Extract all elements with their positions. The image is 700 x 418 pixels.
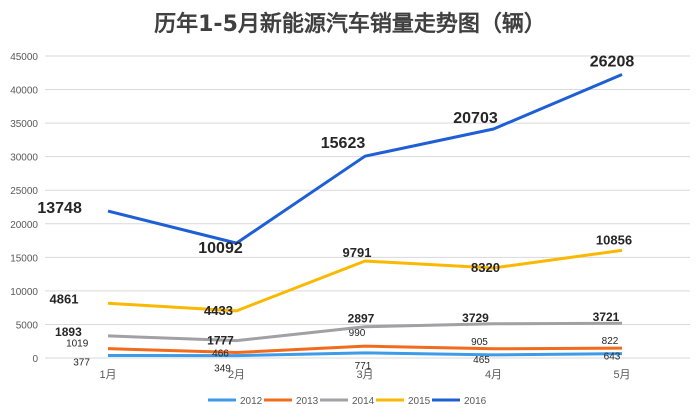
data-label: 905 [471, 337, 488, 348]
y-tick-label: 15000 [10, 253, 38, 264]
data-label: 20703 [453, 110, 498, 127]
y-tick-label: 40000 [10, 86, 38, 97]
data-label: 13748 [37, 200, 82, 217]
x-tick-label: 2月 [228, 369, 245, 381]
y-tick-label: 35000 [10, 119, 38, 130]
data-label: 771 [355, 361, 372, 372]
y-tick-label: 10000 [10, 287, 38, 298]
chart-title: 历年1-5月新能源汽车销量走势图（辆） [154, 12, 546, 37]
data-label: 10092 [198, 240, 243, 257]
series-line-2015 [107, 248, 623, 313]
y-tick-label: 45000 [10, 52, 38, 63]
data-label: 9791 [343, 245, 372, 260]
series-line-2013 [107, 344, 623, 355]
data-label: 2897 [348, 312, 375, 326]
x-tick-label: 4月 [485, 369, 502, 381]
x-tick-label: 3月 [356, 369, 373, 381]
data-label: 1777 [207, 334, 234, 348]
data-label: 377 [73, 357, 90, 368]
series-line-2014 [107, 321, 623, 343]
data-label: 822 [602, 336, 619, 347]
y-tick-label: 30000 [10, 153, 38, 164]
data-label: 643 [604, 352, 621, 363]
series-line-2012 [107, 351, 623, 358]
data-label: 1893 [55, 325, 82, 339]
data-label: 349 [214, 364, 231, 375]
legend-label: 2015 [408, 396, 431, 407]
data-label: 3721 [593, 310, 620, 324]
data-label: 3729 [462, 311, 489, 325]
x-tick-label: 1月 [99, 369, 116, 381]
data-label: 1019 [66, 339, 89, 350]
data-label: 990 [349, 328, 366, 339]
data-label: 15623 [321, 135, 366, 152]
legend-label: 2014 [352, 396, 375, 407]
x-tick-label: 5月 [613, 369, 630, 381]
data-label: 4861 [50, 291, 79, 306]
y-tick-label: 20000 [10, 220, 38, 231]
y-tick-label: 5000 [16, 320, 39, 331]
y-tick-label: 25000 [10, 186, 38, 197]
series-line-2016 [107, 73, 623, 245]
y-tick-label: 0 [32, 354, 38, 365]
legend-label: 2016 [464, 396, 487, 407]
data-label: 26208 [590, 53, 635, 70]
legend-label: 2013 [296, 396, 319, 407]
legend-label: 2012 [240, 396, 263, 407]
data-label: 465 [473, 355, 490, 366]
data-label: 466 [212, 349, 229, 360]
data-label: 10856 [596, 232, 632, 247]
data-label: 8320 [471, 260, 500, 275]
data-label: 4433 [204, 303, 233, 318]
